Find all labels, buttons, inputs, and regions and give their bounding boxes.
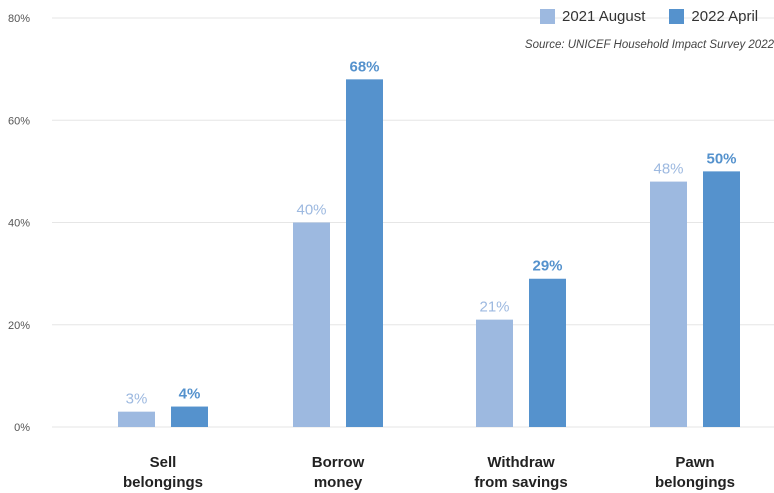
data-label: 40% [296,202,326,219]
data-label: 4% [179,386,201,403]
bar-series-2 [703,171,740,427]
legend-label-series-2: 2022 April [691,8,759,25]
data-label: 21% [479,299,509,316]
legend-swatch-series-1 [540,9,555,24]
legend-label-series-1: 2021 August [562,8,646,25]
x-category-label-line: belongings [655,474,735,491]
legend-item-series-1: 2021 August [540,8,645,25]
x-category-label-line: belongings [123,474,203,491]
y-tick-label: 40% [8,218,30,230]
x-category-label-line: Sell [150,454,177,471]
bar-series-1 [293,222,330,427]
data-label: 68% [349,58,379,75]
legend-item-series-2: 2022 April [669,8,758,25]
x-category-label: Borrow money [312,454,365,491]
x-category-label-line: Borrow [312,454,365,471]
bar-series-2 [171,406,208,427]
data-label: 29% [532,258,562,275]
bar-series-2 [346,79,383,427]
source-note: Source: UNICEF Household Impact Survey 2… [524,39,774,51]
y-tick-label: 80% [8,13,30,25]
x-category-label: Sell belongings [123,454,203,491]
bar-series-1 [118,411,155,427]
bar-series-1 [650,181,687,427]
y-tick-label: 0% [14,422,30,434]
y-tick-label: 60% [8,115,30,127]
x-category-label-line: Withdraw [487,454,555,471]
x-category-label-line: Pawn [675,454,714,471]
legend-swatch-series-2 [669,9,685,24]
bar-series-1 [476,319,513,427]
legend: 2021 August 2022 April [540,8,758,25]
x-category-label-line: from savings [474,474,567,491]
data-label: 48% [653,161,683,178]
data-label: 50% [706,150,736,167]
x-category-label: Pawn belongings [655,454,735,491]
x-category-label-line: money [314,474,363,491]
x-category-label: Withdraw from savings [474,454,567,491]
y-tick-label: 20% [8,320,30,332]
bar-series-2 [529,278,566,427]
data-label: 3% [126,391,148,408]
